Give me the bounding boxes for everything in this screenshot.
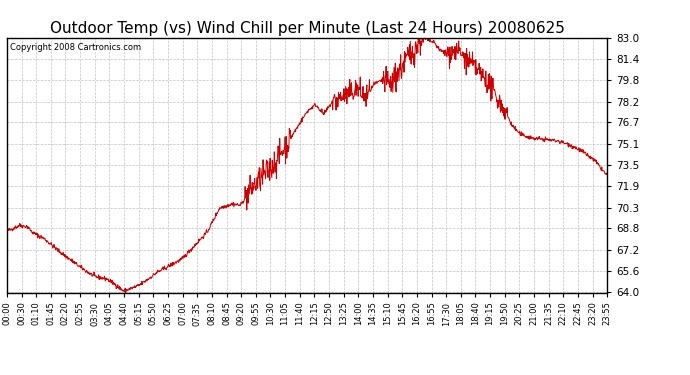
Title: Outdoor Temp (vs) Wind Chill per Minute (Last 24 Hours) 20080625: Outdoor Temp (vs) Wind Chill per Minute …	[50, 21, 564, 36]
Text: Copyright 2008 Cartronics.com: Copyright 2008 Cartronics.com	[10, 43, 141, 52]
